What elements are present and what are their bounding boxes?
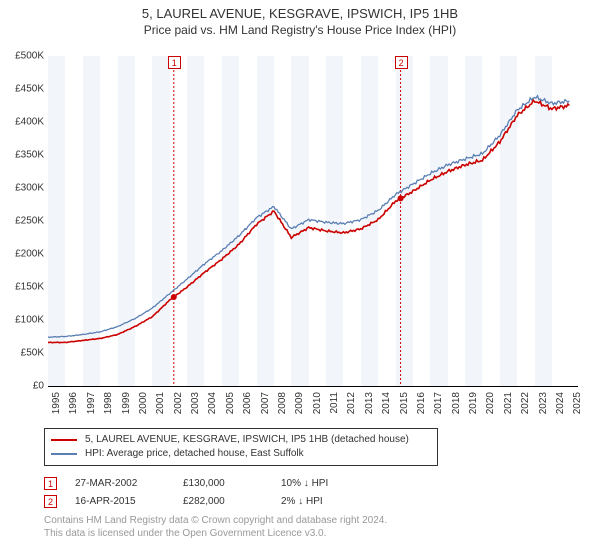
x-axis-label: 2009 [294, 392, 305, 414]
x-axis-label: 2023 [538, 392, 549, 414]
x-axis-label: 2010 [312, 392, 323, 414]
sale-vline-marker: 1 [168, 56, 181, 69]
x-axis-label: 2007 [260, 392, 271, 414]
y-axis-label: £250K [15, 216, 44, 227]
sale-row: 2 16-APR-2015 £282,000 2% ↓ HPI [44, 492, 328, 510]
legend-label-hpi: HPI: Average price, detached house, East… [85, 447, 304, 461]
sales-list: 1 27-MAR-2002 £130,000 10% ↓ HPI 2 16-AP… [44, 474, 328, 510]
x-axis-label: 2025 [572, 392, 583, 414]
page-subtitle: Price paid vs. HM Land Registry's House … [0, 23, 600, 37]
sale-date: 27-MAR-2002 [75, 478, 165, 489]
sale-price: £282,000 [183, 496, 263, 507]
sale-marker-icon: 1 [44, 477, 57, 490]
chart-svg [48, 56, 578, 386]
page-title: 5, LAUREL AVENUE, KESGRAVE, IPSWICH, IP5… [0, 0, 600, 21]
x-axis-label: 2018 [451, 392, 462, 414]
sale-vs-hpi: 10% ↓ HPI [281, 478, 328, 489]
x-axis-label: 2000 [138, 392, 149, 414]
credit-line: This data is licensed under the Open Gov… [44, 527, 387, 540]
y-axis-label: £500K [15, 51, 44, 62]
legend: 5, LAUREL AVENUE, KESGRAVE, IPSWICH, IP5… [44, 428, 438, 466]
x-axis-label: 2013 [364, 392, 375, 414]
x-axis-label: 1995 [51, 392, 62, 414]
x-axis-label: 1999 [121, 392, 132, 414]
x-axis-label: 2012 [346, 392, 357, 414]
sale-vs-hpi: 2% ↓ HPI [281, 496, 323, 507]
y-axis-label: £450K [15, 84, 44, 95]
page: 5, LAUREL AVENUE, KESGRAVE, IPSWICH, IP5… [0, 0, 600, 560]
legend-row-property: 5, LAUREL AVENUE, KESGRAVE, IPSWICH, IP5… [51, 433, 431, 447]
sale-point [171, 294, 177, 300]
x-axis-label: 2003 [190, 392, 201, 414]
y-axis-label: £300K [15, 183, 44, 194]
x-axis-label: 2019 [468, 392, 479, 414]
x-axis-label: 2006 [242, 392, 253, 414]
sale-row: 1 27-MAR-2002 £130,000 10% ↓ HPI [44, 474, 328, 492]
sale-point [398, 195, 404, 201]
x-axis-label: 2015 [399, 392, 410, 414]
legend-swatch-hpi [51, 453, 77, 455]
legend-swatch-property [51, 439, 77, 441]
legend-label-property: 5, LAUREL AVENUE, KESGRAVE, IPSWICH, IP5… [85, 433, 409, 447]
x-axis-label: 2014 [381, 392, 392, 414]
x-axis-label: 2020 [485, 392, 496, 414]
sale-marker-icon: 2 [44, 495, 57, 508]
legend-row-hpi: HPI: Average price, detached house, East… [51, 447, 431, 461]
x-axis-label: 2004 [207, 392, 218, 414]
x-axis-label: 2016 [416, 392, 427, 414]
line-chart: £0£50K£100K£150K£200K£250K£300K£350K£400… [48, 56, 578, 387]
y-axis-label: £400K [15, 117, 44, 128]
sale-price: £130,000 [183, 478, 263, 489]
x-axis-label: 2005 [225, 392, 236, 414]
x-axis-label: 1998 [103, 392, 114, 414]
y-axis-label: £350K [15, 150, 44, 161]
series-line-hpi [48, 96, 569, 338]
series-line-property [48, 100, 569, 343]
y-axis-label: £50K [21, 348, 44, 359]
sale-vline-marker: 2 [395, 56, 408, 69]
x-axis-label: 2022 [520, 392, 531, 414]
credit-text: Contains HM Land Registry data © Crown c… [44, 514, 387, 540]
x-axis-label: 1997 [86, 392, 97, 414]
credit-line: Contains HM Land Registry data © Crown c… [44, 514, 387, 527]
x-axis-label: 2008 [277, 392, 288, 414]
y-axis-label: £150K [15, 282, 44, 293]
x-axis-label: 2021 [503, 392, 514, 414]
x-axis-label: 2024 [555, 392, 566, 414]
x-axis-label: 1996 [68, 392, 79, 414]
x-axis-label: 2001 [155, 392, 166, 414]
x-axis-label: 2011 [329, 392, 340, 414]
sale-date: 16-APR-2015 [75, 496, 165, 507]
y-axis-label: £200K [15, 249, 44, 260]
x-axis-label: 2002 [173, 392, 184, 414]
x-axis-label: 2017 [433, 392, 444, 414]
y-axis-label: £0 [33, 381, 44, 392]
y-axis-label: £100K [15, 315, 44, 326]
